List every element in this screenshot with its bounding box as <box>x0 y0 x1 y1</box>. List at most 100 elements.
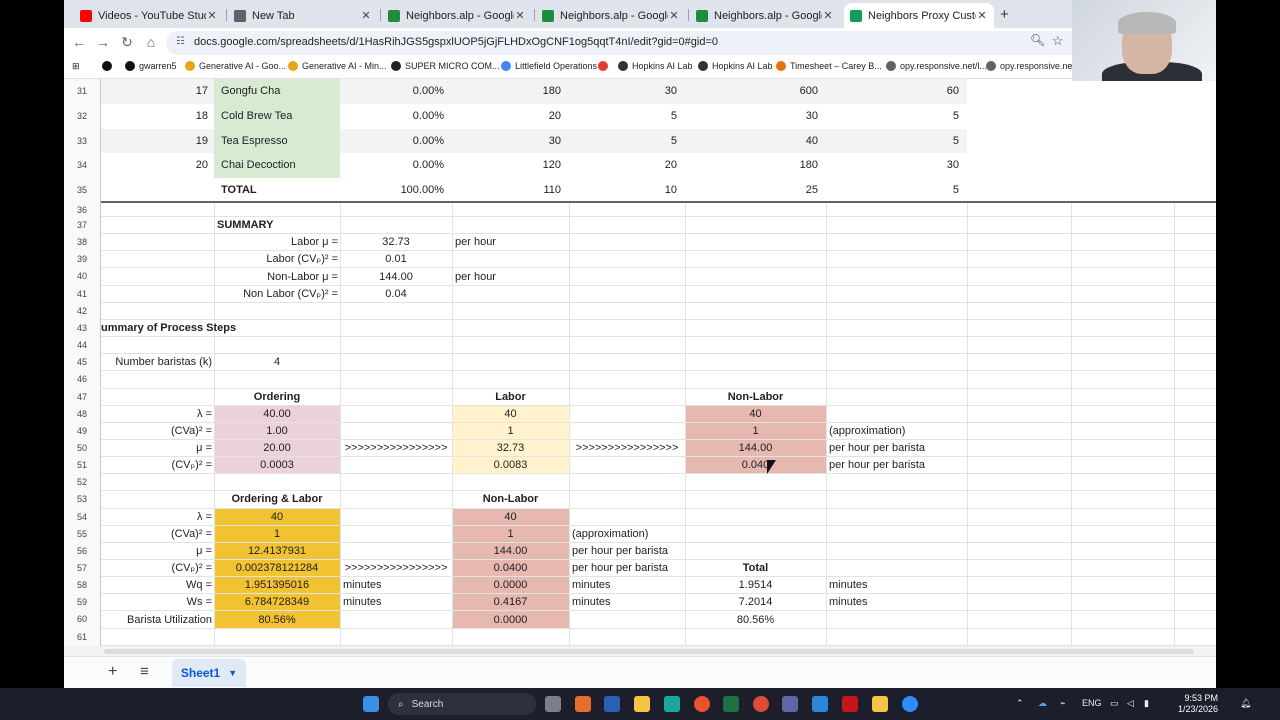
cell[interactable]: 0.0083 <box>493 459 528 472</box>
cell[interactable]: 10 <box>664 184 677 197</box>
cell[interactable]: Labor μ = <box>290 236 338 249</box>
horizontal-scrollbar[interactable] <box>64 646 1216 656</box>
file-explorer-icon[interactable] <box>634 696 650 712</box>
cell[interactable]: 1 <box>752 424 759 437</box>
cell[interactable]: per hour per barista <box>572 544 668 557</box>
url-text[interactable]: docs.google.com/spreadsheets/d/1HasRihJG… <box>194 36 719 48</box>
cell[interactable]: 120 <box>542 159 561 172</box>
bookmark-item[interactable]: gwarren5 <box>125 61 177 71</box>
cell[interactable]: 5 <box>670 109 677 122</box>
cell[interactable]: Barista Utilization <box>127 613 212 626</box>
cell[interactable]: per hour <box>455 270 496 283</box>
cell[interactable]: 1 <box>507 527 514 540</box>
bookmark-item[interactable]: opy.responsive.net/l... <box>886 61 987 71</box>
site-info-icon[interactable]: ☷ <box>176 36 185 47</box>
network-icon[interactable]: ⌁ <box>1060 698 1066 708</box>
cell[interactable]: 6.784728349 <box>244 596 310 609</box>
cell[interactable]: minutes <box>572 596 611 609</box>
chevron-up-icon[interactable]: ⌃ <box>1016 698 1024 708</box>
row-header[interactable]: 52 <box>64 474 101 492</box>
cell[interactable]: minutes <box>343 579 382 592</box>
cell[interactable]: 32.73 <box>496 442 525 455</box>
cell[interactable]: 110 <box>543 184 561 197</box>
browser-tab[interactable]: Neighbors.alp - Google Drive✕ <box>382 3 532 28</box>
cell[interactable]: (CVa)² = <box>170 424 212 437</box>
bookmark-item[interactable]: SUPER MICRO COM... <box>391 61 500 71</box>
sheet-tab[interactable]: Sheet1 ▼ <box>172 659 246 687</box>
close-tab-icon[interactable]: ✕ <box>977 10 987 22</box>
cell[interactable]: >>>>>>>>>>>>>>>> <box>344 562 448 575</box>
app-icon-video[interactable] <box>575 696 591 712</box>
chevron-down-icon[interactable]: ▼ <box>228 668 238 678</box>
bookmark-star-icon[interactable]: ☆ <box>1052 33 1064 48</box>
cell[interactable]: 80.56% <box>258 613 296 626</box>
row-header[interactable]: 45 <box>64 354 101 372</box>
cell[interactable]: 0.01 <box>385 253 407 266</box>
cell[interactable]: 40 <box>504 407 517 420</box>
cell[interactable]: 40 <box>805 134 818 147</box>
cell[interactable]: 0.00% <box>412 159 444 172</box>
reload-icon[interactable]: ↻ <box>121 34 133 50</box>
cell[interactable]: 180 <box>542 84 561 97</box>
excel-icon[interactable] <box>723 696 739 712</box>
chrome-icon[interactable] <box>753 696 769 712</box>
cell[interactable]: 1.00 <box>266 424 288 437</box>
cell[interactable]: Number baristas (k) <box>115 356 212 369</box>
row-header[interactable]: 55 <box>64 525 101 543</box>
cell[interactable]: Non-Labor μ = <box>267 270 338 283</box>
cell[interactable]: Labor (CVₚ)² = <box>266 253 338 266</box>
forward-icon[interactable]: → <box>96 34 110 50</box>
cell[interactable]: 12.4137931 <box>247 544 307 557</box>
cell[interactable]: 1 <box>507 424 514 437</box>
cell[interactable]: 0.00% <box>412 84 444 97</box>
cell[interactable]: 60 <box>946 84 959 97</box>
close-tab-icon[interactable]: ✕ <box>669 10 679 22</box>
zoom-app-icon[interactable] <box>902 696 918 712</box>
browser-tab[interactable]: Videos - YouTube Studio✕ <box>74 3 224 28</box>
row-header[interactable]: 54 <box>64 508 101 526</box>
apps-icon[interactable]: ⊞ <box>72 61 80 71</box>
cell[interactable]: 19 <box>195 134 208 147</box>
scrollbar-thumb[interactable] <box>104 649 1194 654</box>
cell[interactable]: 0.00% <box>412 109 444 122</box>
browser-tab[interactable]: Neighbors.alp - Google Drive✕ <box>536 3 686 28</box>
edge-icon[interactable] <box>664 696 680 712</box>
spreadsheet-grid[interactable]: 31 17 Gongfu Cha 0.00% 180 30 600 60 32 18 Cold Br… <box>64 79 1216 646</box>
row-header[interactable]: 32 <box>64 103 101 129</box>
cell[interactable]: λ = <box>197 510 212 523</box>
cell[interactable]: 0.0400 <box>493 562 528 575</box>
taskbar-search[interactable]: ⌕ Search <box>388 693 536 715</box>
cell[interactable]: 40 <box>270 510 284 523</box>
row-header[interactable]: 36 <box>64 203 101 217</box>
cell[interactable]: Ordering & Labor <box>231 493 323 506</box>
add-sheet-icon[interactable]: + <box>108 663 118 680</box>
acrobat-icon[interactable] <box>842 696 858 712</box>
display-icon[interactable]: ▭ <box>1110 698 1119 708</box>
task-view-icon[interactable] <box>545 696 561 712</box>
cell[interactable]: 17 <box>195 84 208 97</box>
volume-icon[interactable]: ◁ <box>1127 698 1134 708</box>
row-header[interactable]: 60 <box>64 611 101 629</box>
cell[interactable]: 40 <box>504 510 517 523</box>
cell[interactable]: Wq = <box>186 579 212 592</box>
cell[interactable]: 1.951395016 <box>244 579 310 592</box>
cell[interactable]: minutes <box>829 579 868 592</box>
cell[interactable]: 0.00% <box>412 134 444 147</box>
row-header[interactable]: 57 <box>64 560 101 578</box>
bookmark-item[interactable] <box>598 61 612 71</box>
cell[interactable]: per hour per barista <box>829 442 925 455</box>
cell[interactable]: (CVₚ)² = <box>171 459 212 472</box>
clock[interactable]: 9:53 PM 1/23/2026 <box>1162 693 1218 715</box>
cell[interactable]: 80.56% <box>736 613 775 626</box>
cell[interactable]: 0.4167 <box>493 596 528 609</box>
cell[interactable]: 40 <box>749 407 762 420</box>
teams-icon[interactable] <box>782 696 798 712</box>
row-header[interactable]: 48 <box>64 405 101 423</box>
cell[interactable]: 4 <box>273 356 281 369</box>
cell[interactable]: (approximation) <box>572 527 649 540</box>
row-header[interactable]: 46 <box>64 371 101 389</box>
cell[interactable]: Ws = <box>186 596 212 609</box>
cell[interactable]: 5 <box>952 109 959 122</box>
cell[interactable]: >>>>>>>>>>>>>>>> <box>575 442 679 455</box>
row-header[interactable]: 38 <box>64 234 101 252</box>
